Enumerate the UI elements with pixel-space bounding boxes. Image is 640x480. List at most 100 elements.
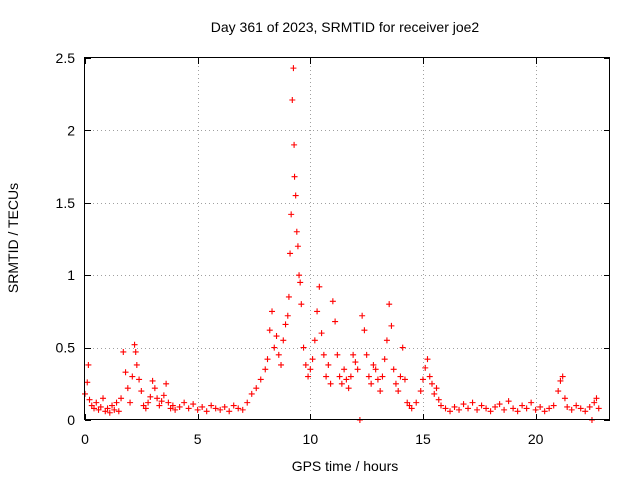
data-point [320, 351, 327, 358]
data-point [100, 395, 107, 402]
data-point [302, 361, 309, 368]
data-point [264, 356, 271, 363]
data-point [397, 373, 404, 380]
data-point [426, 373, 433, 380]
data-point [208, 402, 215, 409]
data-point [338, 380, 345, 387]
data-point [129, 373, 136, 380]
data-point [262, 366, 269, 373]
data-point [374, 376, 381, 383]
data-point [561, 395, 568, 402]
data-point [523, 405, 530, 412]
data-point [413, 399, 420, 406]
data-point [133, 361, 140, 368]
data-point [334, 351, 341, 358]
data-point [386, 301, 393, 308]
data-point [318, 330, 325, 337]
data-point [492, 403, 499, 410]
data-point [194, 406, 201, 413]
data-point [269, 308, 276, 315]
data-point [541, 408, 548, 415]
data-point [350, 351, 357, 358]
data-point [285, 293, 292, 300]
data-point [280, 337, 287, 344]
data-point [282, 321, 289, 328]
data-point [217, 406, 224, 413]
data-point [595, 405, 602, 412]
data-point [132, 348, 139, 355]
y-tick-label: 2 [67, 122, 75, 138]
data-point [235, 405, 242, 412]
data-point [577, 405, 584, 412]
data-point [417, 388, 424, 395]
data-point [190, 401, 197, 408]
data-point [289, 96, 296, 103]
data-point [381, 356, 388, 363]
data-point [86, 396, 93, 403]
data-point [136, 376, 143, 383]
data-point [93, 399, 100, 406]
data-point [465, 405, 472, 412]
data-point [532, 406, 539, 413]
data-point [424, 356, 431, 363]
data-point [496, 401, 503, 408]
data-point [390, 366, 397, 373]
data-point [309, 356, 316, 363]
data-point [212, 405, 219, 412]
data-point [296, 272, 303, 279]
data-point [113, 399, 120, 406]
data-point [298, 301, 305, 308]
data-point [169, 402, 176, 409]
data-point [291, 141, 298, 148]
data-point [244, 399, 251, 406]
data-point [435, 396, 442, 403]
data-point [359, 312, 366, 319]
data-point [291, 173, 298, 180]
data-point [573, 402, 580, 409]
data-point [564, 403, 571, 410]
data-point [158, 398, 165, 405]
data-point [361, 327, 368, 334]
data-point [469, 399, 476, 406]
data-point [336, 373, 343, 380]
data-point [120, 348, 127, 355]
data-point [370, 361, 377, 368]
data-point [111, 406, 118, 413]
data-point [154, 395, 161, 402]
data-point [383, 337, 390, 344]
data-point [379, 373, 386, 380]
data-point [287, 250, 294, 257]
data-point [266, 327, 273, 334]
data-point [456, 406, 463, 413]
x-tick-label: 20 [528, 431, 544, 447]
data-point [91, 405, 98, 412]
data-point [325, 361, 332, 368]
data-point [163, 380, 170, 387]
data-point [593, 395, 600, 402]
data-point [363, 351, 370, 358]
data-point [582, 408, 589, 415]
data-point [428, 380, 435, 387]
data-point [546, 405, 553, 412]
data-point [501, 406, 508, 413]
data-point [293, 228, 300, 235]
data-point [311, 337, 318, 344]
data-point [568, 406, 575, 413]
y-tick-label: 1.5 [56, 195, 76, 211]
data-point [118, 395, 125, 402]
data-point [271, 344, 278, 351]
x-tick-label: 10 [303, 431, 319, 447]
data-point [505, 398, 512, 405]
data-point [149, 377, 156, 384]
data-point [519, 402, 526, 409]
data-point [257, 376, 264, 383]
data-point [591, 399, 598, 406]
data-point [332, 318, 339, 325]
data-point [377, 388, 384, 395]
data-point [305, 373, 312, 380]
data-point [85, 361, 92, 368]
data-point [347, 373, 354, 380]
data-point [124, 385, 131, 392]
data-point [115, 408, 122, 415]
